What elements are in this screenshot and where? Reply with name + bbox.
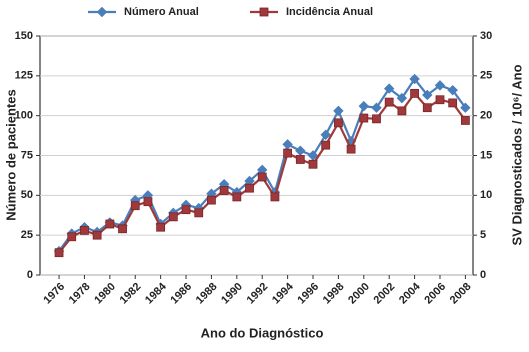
x-tick-label: 1998 (321, 281, 347, 307)
square-marker (321, 140, 331, 150)
diamond-marker (383, 83, 395, 94)
square-marker (143, 197, 153, 207)
x-tick-label: 1978 (67, 281, 93, 307)
x-tick-label: 1980 (92, 281, 118, 307)
y-tick-label: 0 (27, 269, 33, 281)
legend-label: Número Anual (124, 6, 199, 18)
square-marker (219, 186, 229, 195)
diamond-marker (358, 100, 370, 112)
square-marker (435, 95, 445, 105)
square-marker (270, 192, 280, 202)
square-marker (92, 230, 102, 240)
square-marker (232, 192, 242, 202)
square-marker (384, 97, 394, 107)
diamond-marker (396, 92, 408, 104)
y2-tick-label: 20 (480, 110, 492, 122)
square-marker (359, 113, 369, 123)
square-marker (372, 114, 381, 124)
y-tick-label: 25 (21, 229, 33, 241)
y2-tick-label: 30 (480, 30, 492, 42)
y2-axis-title: SV Diagnosticados / 10⁶/ Ano (509, 64, 524, 245)
y-tick-label: 50 (21, 189, 33, 201)
x-tick-label: 2004 (397, 280, 423, 306)
x-tick-label: 1992 (245, 281, 271, 307)
square-marker (295, 155, 305, 164)
diamond-marker (96, 6, 108, 18)
square-marker (130, 201, 140, 211)
x-tick-label: 2002 (372, 281, 398, 307)
diamond-marker (371, 102, 382, 113)
x-tick-label: 2006 (422, 281, 448, 307)
x-tick-label: 1976 (41, 281, 67, 307)
y2-tick-label: 10 (480, 189, 492, 201)
square-marker (259, 7, 269, 17)
square-marker (118, 224, 127, 234)
y2-tick-label: 15 (480, 149, 492, 161)
y-tick-label: 150 (15, 30, 33, 42)
x-tick-label: 1988 (194, 281, 220, 307)
square-marker (207, 195, 216, 205)
y2-tick-label: 5 (480, 229, 486, 241)
square-marker (283, 148, 293, 158)
square-marker (245, 183, 254, 193)
x-tick-label: 1996 (295, 281, 321, 307)
square-marker (67, 232, 77, 242)
square-marker (308, 159, 318, 169)
square-marker (156, 222, 166, 232)
y-tick-label: 100 (15, 110, 33, 122)
diamond-marker (460, 102, 471, 113)
diamond-marker (409, 73, 420, 85)
y-tick-label: 75 (21, 149, 33, 161)
y-tick-label: 125 (15, 70, 33, 82)
square-marker (422, 103, 432, 113)
square-marker (460, 116, 470, 125)
x-tick-label: 1984 (143, 280, 169, 306)
x-tick-label: 1986 (168, 281, 194, 307)
x-tick-label: 2000 (346, 281, 372, 307)
y-axis-title: Número de pacientes (3, 89, 18, 221)
square-marker (181, 205, 191, 215)
square-marker (410, 88, 419, 98)
diamond-marker (447, 84, 458, 96)
square-marker (54, 248, 64, 258)
y2-tick-label: 25 (480, 70, 492, 82)
square-marker (194, 208, 204, 218)
diamond-marker (434, 80, 446, 91)
square-marker (105, 219, 115, 229)
x-tick-label: 1982 (118, 281, 144, 307)
square-marker (346, 144, 356, 154)
y2-tick-label: 0 (480, 269, 486, 281)
legend-label: Incidência Anual (286, 6, 373, 18)
square-marker (448, 98, 458, 108)
x-axis-title: Ano do Diagnóstico (201, 325, 324, 340)
square-marker (168, 212, 178, 222)
square-marker (334, 118, 343, 128)
x-tick-label: 2008 (448, 281, 474, 307)
x-tick-label: 1994 (270, 280, 296, 306)
diamond-marker (333, 105, 344, 117)
square-marker (257, 172, 267, 182)
diamond-marker (422, 89, 433, 101)
x-tick-label: 1990 (219, 281, 245, 307)
square-marker (80, 225, 89, 235)
diamond-marker (320, 129, 331, 140)
square-marker (397, 106, 407, 116)
